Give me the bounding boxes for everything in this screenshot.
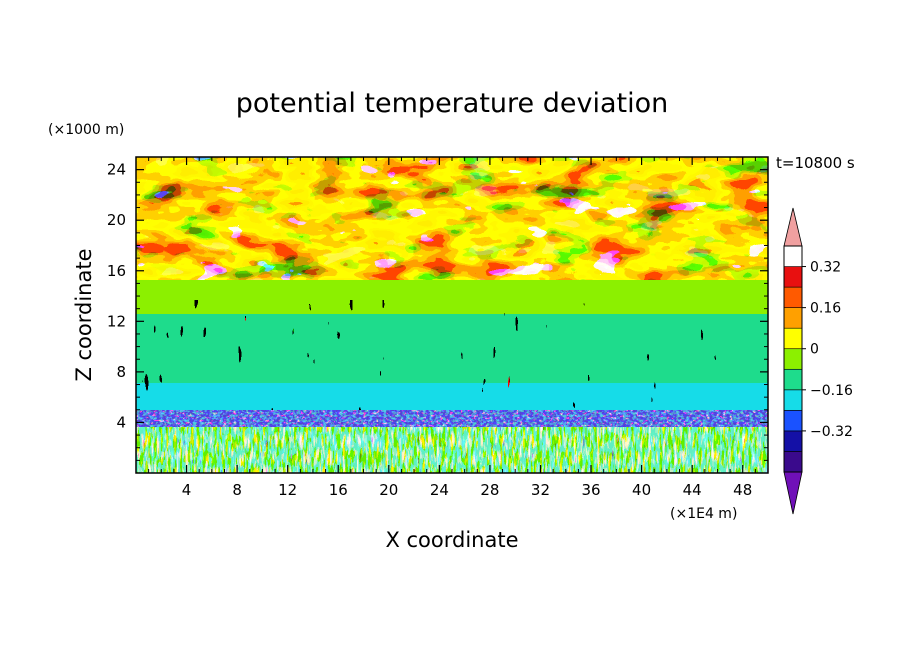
x-tick-label: 4 — [182, 481, 192, 499]
upper-field — [136, 157, 768, 283]
colorbar-tick-label: 0.16 — [810, 301, 841, 317]
colorbar-segment — [783, 307, 803, 329]
colorbar-tick-label: 0 — [810, 342, 819, 358]
colorbar-tick-label: −0.32 — [810, 424, 853, 440]
colorbar-segment — [783, 348, 803, 370]
x-tick-label: 28 — [480, 481, 499, 499]
heatmap-field — [136, 157, 768, 473]
colorbar-segment — [783, 430, 803, 452]
colorbar: −0.32 −0.16 0 0.16 0.32 — [783, 207, 853, 515]
colorbar-tick-label: −0.16 — [810, 383, 853, 399]
boundary-band — [136, 410, 768, 428]
mid-streaks — [136, 300, 768, 412]
y-tick-label: 12 — [107, 312, 126, 330]
x-tick-label: 40 — [632, 481, 651, 499]
y-tick-label: 16 — [107, 262, 126, 280]
y-unit-label: (×1000 m) — [48, 122, 124, 138]
x-tick-label: 12 — [278, 481, 297, 499]
y-axis-label: Z coordinate — [72, 248, 96, 381]
time-label: t=10800 s — [776, 154, 855, 172]
colorbar-segment — [783, 266, 803, 288]
chart-title: potential temperature deviation — [236, 88, 668, 119]
y-tick-label: 8 — [116, 363, 126, 381]
colorbar-segment — [783, 327, 803, 350]
y-tick-label: 24 — [107, 161, 126, 179]
colorbar-frame — [783, 245, 803, 473]
y-tick-label: 4 — [116, 413, 126, 431]
x-tick-label: 32 — [531, 481, 550, 499]
x-unit-label: (×1E4 m) — [670, 506, 737, 522]
colorbar-over-arrow — [783, 207, 803, 247]
colorbar-under-arrow — [783, 471, 803, 515]
x-tick-label: 48 — [733, 481, 752, 499]
x-axis-label: X coordinate — [385, 528, 518, 552]
x-tick-label: 20 — [379, 481, 398, 499]
colorbar-segment — [783, 451, 803, 473]
x-tick-label: 36 — [581, 481, 600, 499]
colorbar-segment — [783, 389, 803, 411]
colorbar-tick-label: 0.32 — [810, 260, 841, 276]
x-tick-label: 8 — [232, 481, 242, 499]
x-tick-label: 24 — [430, 481, 449, 499]
lower-field — [136, 427, 768, 473]
colorbar-segment — [783, 286, 803, 308]
colorbar-segment — [783, 368, 803, 391]
colorbar-segment — [783, 410, 803, 432]
x-tick-label: 44 — [683, 481, 702, 499]
y-tick-label: 20 — [107, 211, 126, 229]
x-tick-label: 16 — [329, 481, 348, 499]
